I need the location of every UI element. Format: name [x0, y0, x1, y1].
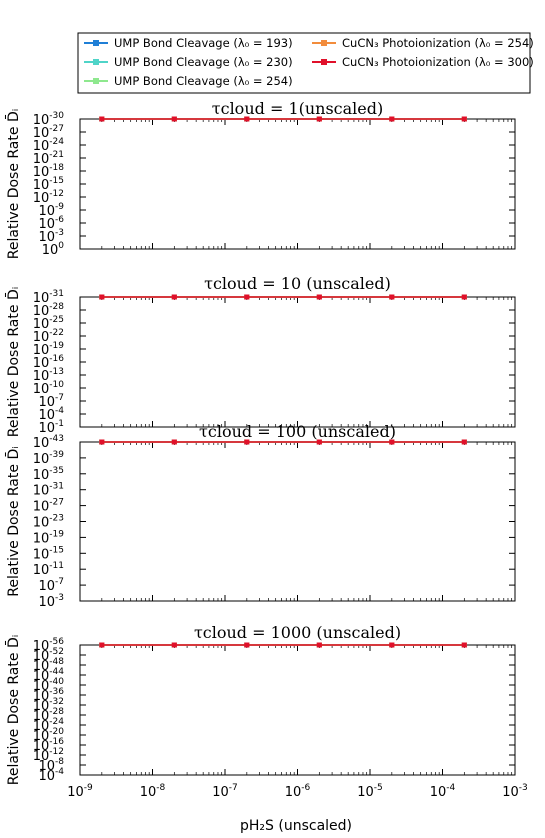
plot-frame	[79, 118, 516, 250]
chart-panel: τcloud = 1(unscaled) Relative Dose Rate D…	[4, 99, 516, 259]
data-point	[171, 642, 177, 648]
chart-panel: τcloud = 10 (unscaled) Relative Dose Rate…	[4, 274, 516, 437]
x-tick-label: 10-9	[67, 783, 93, 800]
legend-label: UMP Bond Cleavage (λ₀ = 254)	[114, 74, 293, 88]
legend-entry: CuCN₃ Photoionization (λ₀ = 254)	[312, 36, 534, 50]
y-tick-label: 10-27	[33, 498, 64, 515]
chart-panel: τcloud = 100 (unscaled) Relative Dose Rat…	[4, 422, 516, 610]
data-point	[244, 642, 250, 648]
data-point	[389, 439, 395, 445]
legend-entry: CuCN₃ Photoionization (λ₀ = 300)	[312, 55, 534, 69]
y-axis-label: Relative Dose Rate D̄ᵢ	[4, 446, 22, 596]
y-tick-label: 10-3	[38, 593, 64, 610]
x-tick-label: 10-5	[357, 783, 383, 800]
y-tick-label: 10-39	[33, 450, 65, 467]
y-tick-label: 10-23	[33, 514, 64, 531]
chart-panel: τcloud = 1000 (unscaled) Relative Dose Ra…	[4, 623, 527, 800]
data-point	[461, 439, 467, 445]
data-point	[316, 439, 322, 445]
panel-title: τcloud = 1000 (unscaled)	[194, 623, 401, 642]
x-axis-label: pH₂S (unscaled)	[240, 818, 352, 834]
y-tick-label: 10-31	[33, 482, 64, 499]
legend-marker	[93, 40, 99, 46]
data-point	[389, 294, 395, 300]
y-axis-label: Relative Dose Rate D̄ᵢ	[4, 109, 22, 259]
y-tick-label: 10-19	[33, 529, 65, 546]
data-point	[171, 116, 177, 122]
data-point	[99, 294, 105, 300]
data-point	[461, 294, 467, 300]
panel-title: τcloud = 1(unscaled)	[212, 99, 384, 118]
legend-label: CuCN₃ Photoionization (λ₀ = 254)	[342, 36, 534, 50]
y-tick-label: 10-11	[33, 561, 64, 578]
series-line	[99, 439, 467, 445]
legend-marker	[93, 78, 99, 84]
data-point	[389, 642, 395, 648]
panel-title: τcloud = 10 (unscaled)	[204, 274, 391, 293]
legend-marker	[93, 59, 99, 65]
x-tick-label: 10-7	[212, 783, 238, 800]
legend-label: CuCN₃ Photoionization (λ₀ = 300)	[342, 55, 534, 69]
data-point	[244, 294, 250, 300]
data-point	[99, 439, 105, 445]
legend-label: UMP Bond Cleavage (λ₀ = 193)	[114, 36, 293, 50]
series-line	[99, 116, 467, 122]
data-point	[316, 294, 322, 300]
x-tick-label: 10-8	[140, 783, 166, 800]
plot-frame	[79, 441, 516, 602]
series-line	[99, 642, 467, 648]
legend-box	[77, 32, 531, 94]
data-point	[389, 116, 395, 122]
legend-marker	[321, 40, 327, 46]
x-tick-label: 10-3	[502, 783, 528, 800]
data-point	[171, 439, 177, 445]
data-point	[99, 116, 105, 122]
data-point	[461, 116, 467, 122]
x-tick-label: 10-6	[285, 783, 311, 800]
data-point	[171, 294, 177, 300]
data-point	[244, 439, 250, 445]
y-tick-label: 10-7	[38, 577, 64, 594]
data-point	[316, 642, 322, 648]
series-line	[99, 294, 467, 300]
data-point	[461, 642, 467, 648]
panels: τcloud = 1(unscaled) Relative Dose Rate D…	[4, 99, 527, 800]
data-point	[316, 116, 322, 122]
legend-entry: UMP Bond Cleavage (λ₀ = 254)	[84, 74, 293, 88]
plot-frame	[79, 296, 516, 428]
data-point	[99, 642, 105, 648]
plot-frame	[79, 644, 516, 776]
legend: UMP Bond Cleavage (λ₀ = 193) UMP Bond Cle…	[77, 32, 534, 94]
legend-label: UMP Bond Cleavage (λ₀ = 230)	[114, 55, 293, 69]
legend-marker	[321, 59, 327, 65]
x-tick-label: 10-4	[430, 783, 456, 800]
legend-entry: UMP Bond Cleavage (λ₀ = 193)	[84, 36, 293, 50]
y-tick-label: 10-43	[33, 434, 64, 451]
data-point	[244, 116, 250, 122]
y-axis-label: Relative Dose Rate D̄ᵢ	[4, 635, 22, 785]
y-axis-label: Relative Dose Rate D̄ᵢ	[4, 287, 22, 437]
legend-entry: UMP Bond Cleavage (λ₀ = 230)	[84, 55, 293, 69]
y-tick-label: 10-35	[33, 466, 64, 483]
panel-title: τcloud = 100 (unscaled)	[199, 422, 396, 441]
y-tick-label: 10-15	[33, 545, 64, 562]
